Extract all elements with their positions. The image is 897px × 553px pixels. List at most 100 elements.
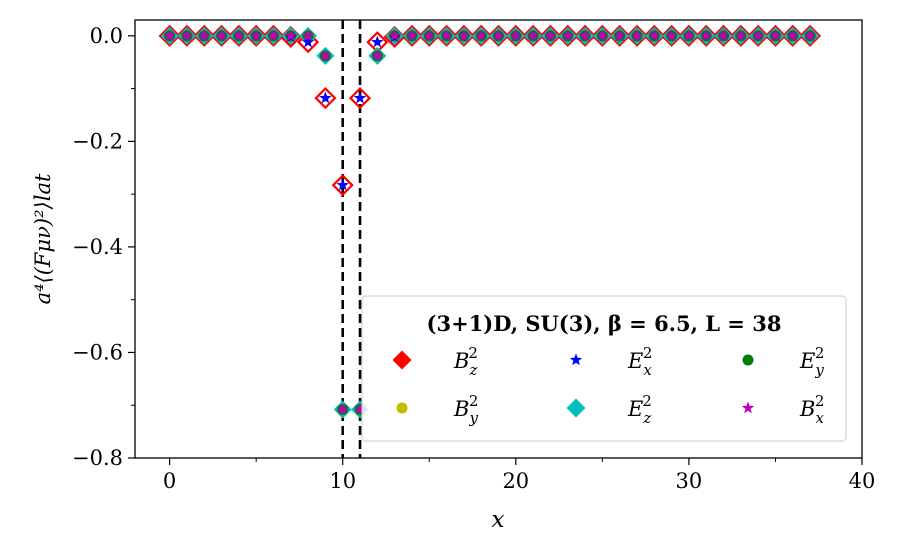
data-point xyxy=(660,24,683,47)
legend-marker xyxy=(569,353,583,366)
data-point xyxy=(297,31,320,54)
data-point xyxy=(175,24,198,47)
data-point xyxy=(440,29,453,42)
data-point xyxy=(163,29,176,42)
data-point xyxy=(769,29,782,42)
data-point xyxy=(799,24,822,47)
data-point xyxy=(781,24,804,47)
data-point xyxy=(786,29,799,42)
x-tick-label: 20 xyxy=(502,469,529,493)
legend-marker xyxy=(566,398,586,418)
data-point xyxy=(319,49,332,62)
y-tick-label: 0.0 xyxy=(90,24,123,48)
data-point xyxy=(452,24,475,47)
data-point xyxy=(717,29,730,42)
data-point xyxy=(232,29,246,42)
data-point xyxy=(470,24,493,47)
data-point xyxy=(435,24,458,47)
data-point xyxy=(371,35,384,48)
data-point xyxy=(734,29,748,42)
legend-label: By2 xyxy=(453,392,478,427)
data-point xyxy=(561,29,574,42)
data-point xyxy=(198,29,211,42)
data-point xyxy=(319,91,332,104)
x-tick-label: 40 xyxy=(849,469,876,493)
data-point xyxy=(284,29,297,42)
y-axis-label: a⁴⟨(Fμν)²⟩lat xyxy=(31,173,55,304)
data-point xyxy=(371,49,384,62)
x-axis-label: x xyxy=(492,507,505,533)
y-tick-label: −0.2 xyxy=(72,129,123,153)
data-marks xyxy=(158,24,822,419)
data-point xyxy=(665,29,678,42)
data-point xyxy=(613,29,626,42)
data-point xyxy=(245,24,268,47)
legend-box xyxy=(361,295,847,442)
legend-label: Ey2 xyxy=(799,344,824,379)
data-point xyxy=(630,29,644,42)
plot-frame xyxy=(134,19,863,459)
data-point xyxy=(457,29,471,42)
data-point xyxy=(314,87,337,110)
data-point xyxy=(353,402,367,415)
legend-items: Bz2 Ex2 Ey2 By2 Ez2 Bx2 xyxy=(392,344,824,427)
data-point xyxy=(747,24,770,47)
series-b-x xyxy=(163,29,817,415)
data-point xyxy=(526,29,540,42)
legend-marker xyxy=(741,401,755,414)
data-point xyxy=(158,24,181,47)
data-point xyxy=(509,29,522,42)
legend-label: Ex2 xyxy=(627,344,652,379)
data-point xyxy=(573,24,597,47)
data-point xyxy=(539,24,562,47)
data-point xyxy=(695,24,718,47)
data-point xyxy=(331,174,354,197)
legend: (3+1)D, SU(3), β = 6.5, L = 38 Bz2 Ex2 Ey2… xyxy=(361,295,847,442)
legend-marker xyxy=(742,354,754,366)
data-point xyxy=(492,29,505,42)
data-point xyxy=(405,29,419,42)
data-point xyxy=(267,29,280,42)
data-point xyxy=(682,29,696,42)
data-point xyxy=(556,24,579,47)
data-point xyxy=(348,87,372,110)
legend-marker xyxy=(392,350,412,370)
data-point xyxy=(677,24,700,47)
data-point xyxy=(336,178,349,191)
data-point xyxy=(803,29,817,42)
data-point xyxy=(193,24,216,47)
data-point xyxy=(262,24,285,47)
data-point xyxy=(522,24,545,47)
data-point xyxy=(215,29,228,42)
data-point xyxy=(596,29,609,42)
data-point xyxy=(643,24,666,47)
data-point xyxy=(301,35,315,48)
data-point xyxy=(625,24,649,47)
data-point xyxy=(764,24,787,47)
data-point xyxy=(249,29,263,42)
data-point xyxy=(301,29,315,42)
data-point xyxy=(648,29,661,42)
data-point xyxy=(700,29,713,42)
reference-lines xyxy=(341,20,362,458)
data-point xyxy=(180,29,194,42)
data-point xyxy=(487,24,510,47)
axis-ticks: 0 10 20 30 40 0.0 −0.2 −0.4 −0.6 −0.8 xyxy=(72,24,875,493)
data-point xyxy=(504,24,527,47)
y-tick-label: −0.4 xyxy=(72,235,123,259)
data-point xyxy=(210,24,233,47)
data-point xyxy=(608,24,631,47)
data-point xyxy=(475,29,488,42)
series-b-z xyxy=(158,24,822,197)
data-point xyxy=(227,24,250,47)
legend-marker xyxy=(396,402,408,414)
data-point xyxy=(353,91,367,104)
x-tick-label: 10 xyxy=(329,469,356,493)
y-tick-label: −0.6 xyxy=(72,340,123,364)
data-point xyxy=(591,24,614,47)
data-point xyxy=(751,29,765,42)
legend-label: Ez2 xyxy=(627,392,652,427)
data-point xyxy=(400,24,424,47)
x-tick-label: 30 xyxy=(676,469,703,493)
